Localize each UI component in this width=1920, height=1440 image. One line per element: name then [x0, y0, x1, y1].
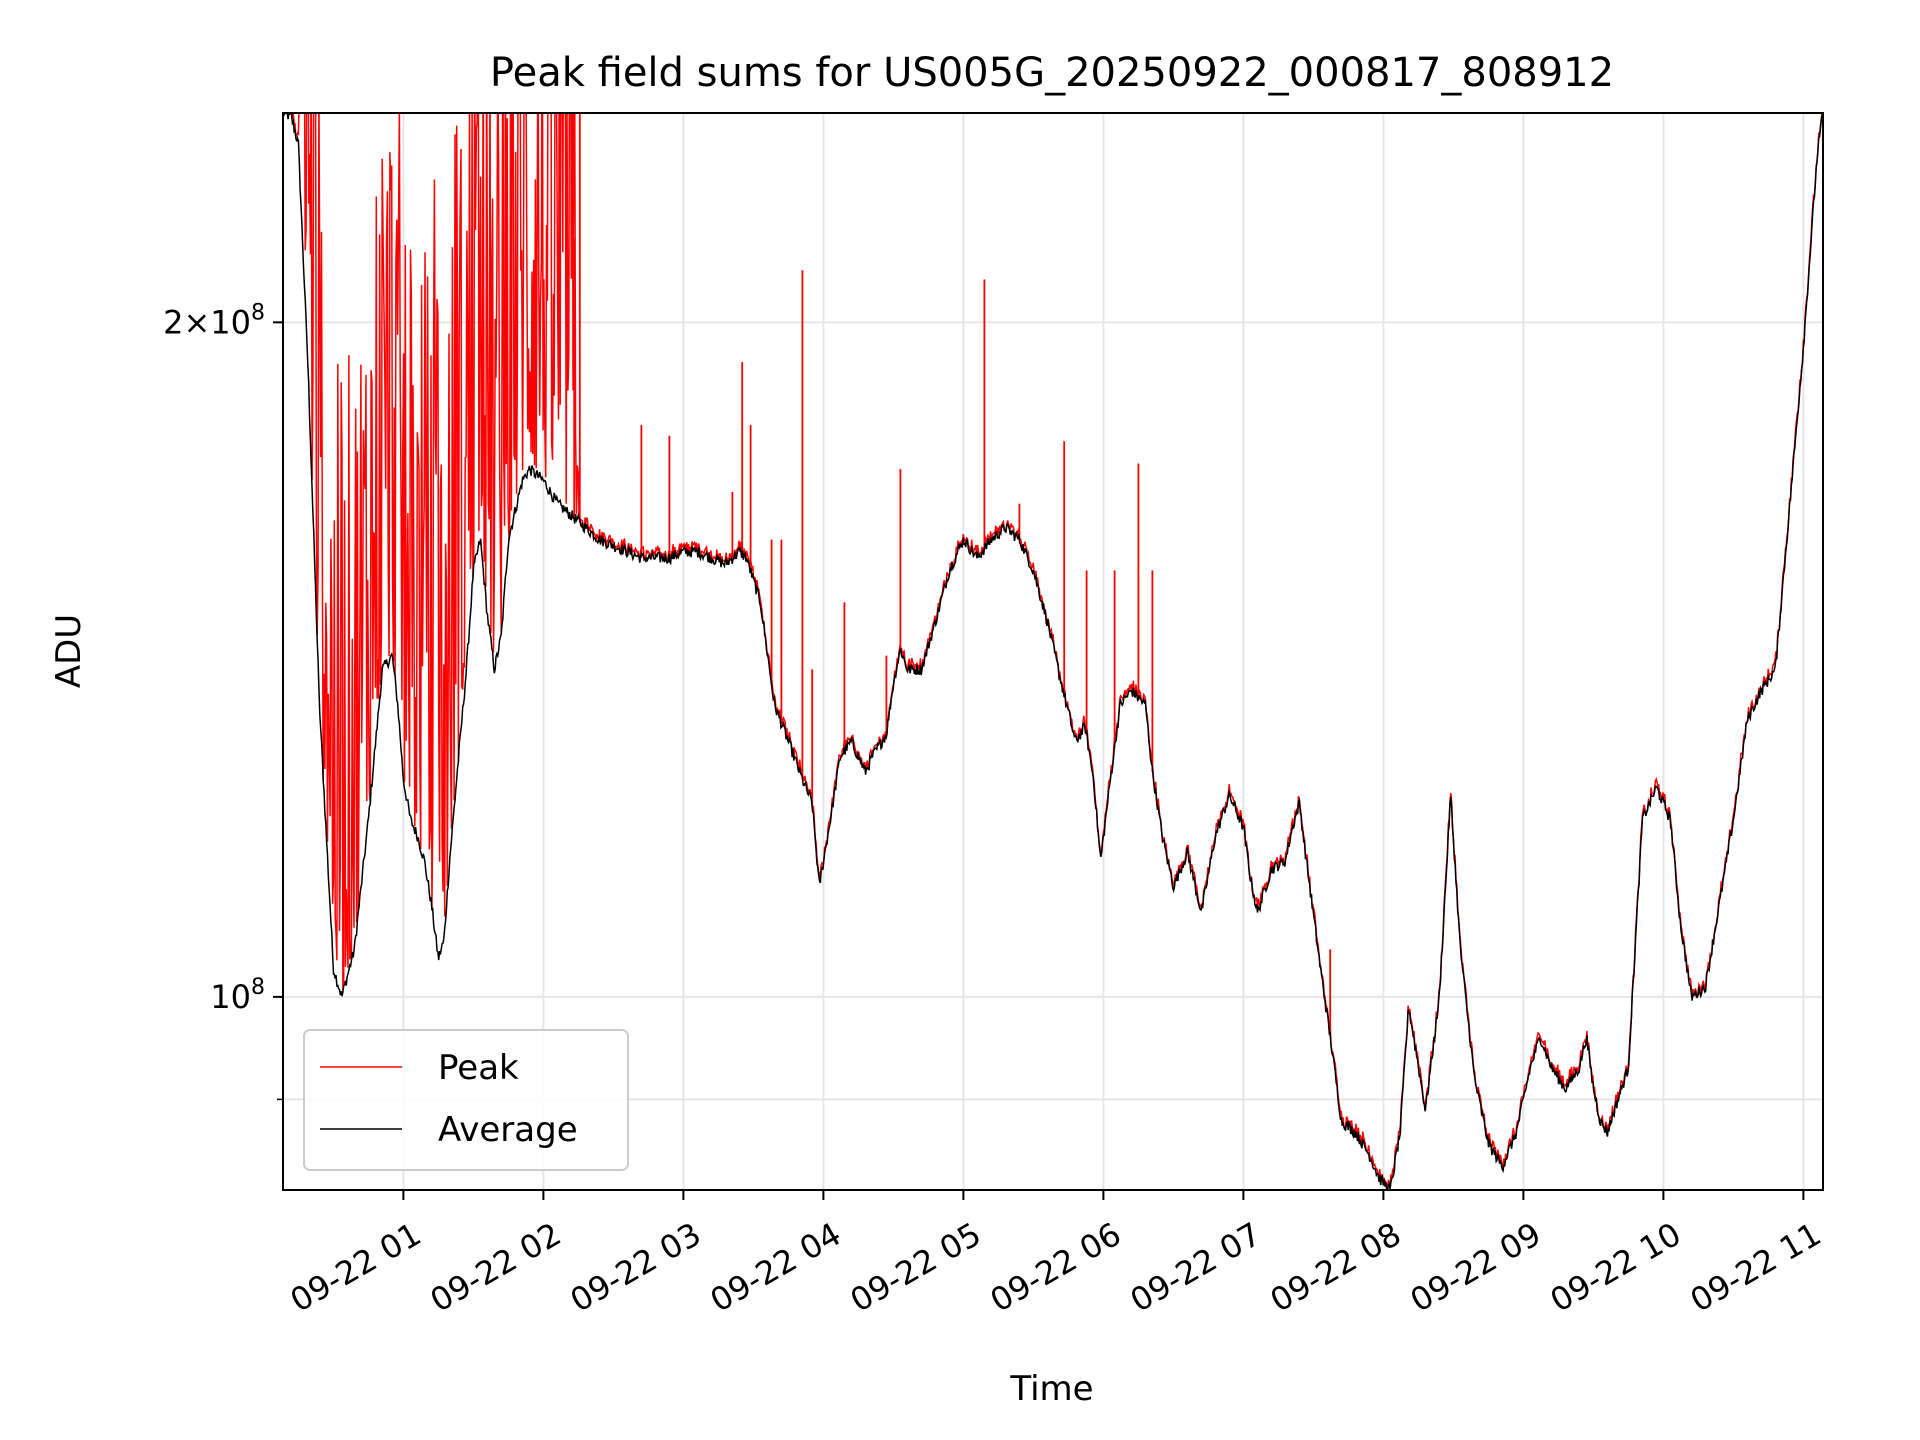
legend: Peak Average: [303, 1029, 629, 1171]
average-series-line: [283, 113, 1823, 1190]
legend-box: [303, 1029, 629, 1171]
y-axis-title: ADU: [49, 614, 89, 688]
plot-area: [283, 113, 1823, 1190]
chart-title: Peak field sums for US005G_20250922_0008…: [490, 50, 1614, 96]
y-axis: 108 2×108: [163, 300, 283, 1101]
legend-average-label: Average: [438, 1110, 578, 1150]
plot-frame: [282, 112, 1824, 1191]
legend-peak-label: Peak: [438, 1048, 519, 1088]
y-tick-label: 108: [210, 975, 265, 1016]
grid: [283, 113, 1823, 1190]
x-axis-title: Time: [1009, 1369, 1093, 1409]
y-tick-label: 2×108: [163, 300, 265, 341]
